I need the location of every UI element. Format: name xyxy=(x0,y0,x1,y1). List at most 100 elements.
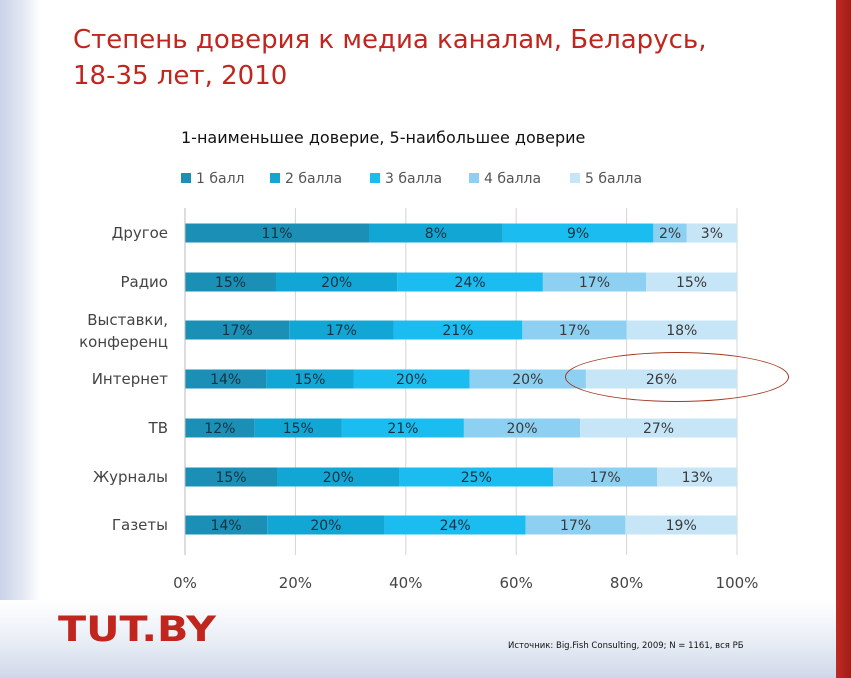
bar-segment xyxy=(289,320,394,340)
tutby-logo-text: TUT.BY xyxy=(58,610,217,648)
bar-value-label: 3% xyxy=(701,226,723,242)
bar-segment xyxy=(275,272,398,292)
bar-segment xyxy=(353,369,470,389)
bar-segment xyxy=(185,369,267,389)
bar-segment xyxy=(686,223,737,243)
bar-segment xyxy=(525,515,626,535)
bar-value-label: 20% xyxy=(323,470,354,486)
bar-segment xyxy=(341,418,464,438)
bar-value-label: 15% xyxy=(283,421,314,437)
legend-label: 3 балла xyxy=(385,171,442,187)
bar-segment xyxy=(580,418,737,438)
bar-segment xyxy=(185,418,255,438)
slide-title: Степень доверия к медиа каналам, Беларус… xyxy=(73,22,813,94)
legend-label: 2 балла xyxy=(285,171,342,187)
bar-segment xyxy=(463,418,581,438)
bar-segment xyxy=(653,223,687,243)
legend-label: 4 балла xyxy=(484,171,541,187)
bar-segment xyxy=(277,467,400,487)
category-label: конференц xyxy=(79,333,168,351)
bar-segment xyxy=(625,515,737,535)
right-decor-strip xyxy=(836,0,851,678)
category-label: Другое xyxy=(112,224,168,242)
bar-value-label: 15% xyxy=(294,372,325,388)
bar-value-label: 17% xyxy=(222,323,253,339)
legend-swatch xyxy=(270,173,280,183)
x-tick-label: 40% xyxy=(389,574,422,592)
category-label: Радио xyxy=(120,273,168,291)
bar-segment xyxy=(646,272,737,292)
bar-segment xyxy=(185,320,290,340)
bar-value-label: 15% xyxy=(215,470,246,486)
bar-segment xyxy=(542,272,647,292)
tutby-logo: TUT.BY xyxy=(58,610,217,648)
bar-segment xyxy=(185,272,276,292)
category-label: Интернет xyxy=(92,370,169,388)
x-tick-label: 20% xyxy=(279,574,312,592)
bar-value-label: 17% xyxy=(326,323,357,339)
bar-value-label: 21% xyxy=(387,421,418,437)
bar-value-label: 13% xyxy=(682,470,713,486)
bar-segment xyxy=(469,369,586,389)
bar-value-label: 11% xyxy=(261,226,292,242)
bar-segment xyxy=(185,223,369,243)
bar-segment xyxy=(397,272,543,292)
bar-value-label: 27% xyxy=(643,421,674,437)
bar-value-label: 20% xyxy=(310,518,341,534)
x-tick-label: 0% xyxy=(173,574,197,592)
bar-value-label: 17% xyxy=(590,470,621,486)
bar-value-label: 14% xyxy=(211,518,242,534)
bar-value-label: 19% xyxy=(666,518,697,534)
slide-title-line2: 18-35 лет, 2010 xyxy=(73,61,288,91)
bottom-decor-band xyxy=(0,600,836,678)
bar-value-label: 14% xyxy=(210,372,241,388)
stacked-bar-chart: 0% 20% 40% 60% 80% 100% 1 балл 2 балла 3 балла 4 … xyxy=(79,171,759,592)
bar-segment xyxy=(657,467,737,487)
bar-value-label: 2% xyxy=(659,226,681,242)
x-tick-label: 100% xyxy=(716,574,759,592)
chart-title: 1-наименьшее доверие, 5-наибольшее довер… xyxy=(181,128,586,147)
category-label: Газеты xyxy=(112,516,168,534)
bar-value-label: 24% xyxy=(440,518,471,534)
bar-segment xyxy=(393,320,523,340)
bar-segment xyxy=(254,418,342,438)
bar-value-label: 18% xyxy=(666,323,697,339)
bar-value-label: 20% xyxy=(321,275,352,291)
legend-swatch xyxy=(570,173,580,183)
legend-label: 5 балла xyxy=(585,171,642,187)
x-tick-label: 80% xyxy=(610,574,643,592)
bar-value-label: 17% xyxy=(560,518,591,534)
legend-swatch xyxy=(370,173,380,183)
bar-segment xyxy=(553,467,658,487)
category-label: Выставки, xyxy=(87,311,168,329)
bar-segment xyxy=(267,515,385,535)
bar-value-label: 20% xyxy=(512,372,543,388)
bar-value-label: 20% xyxy=(396,372,427,388)
bar-segment xyxy=(399,467,553,487)
source-note: Источник: Big.Fish Consulting, 2009; N =… xyxy=(508,641,744,651)
bar-value-label: 20% xyxy=(506,421,537,437)
slide-title-line1: Степень доверия к медиа каналам, Беларус… xyxy=(73,25,707,55)
left-decor-strip xyxy=(0,0,40,678)
category-label: Журналы xyxy=(93,468,168,486)
bar-segment xyxy=(266,369,354,389)
bar-segment xyxy=(522,320,627,340)
bar-value-label: 9% xyxy=(567,226,589,242)
bar-value-label: 21% xyxy=(442,323,473,339)
bar-segment xyxy=(626,320,737,340)
category-label: ТВ xyxy=(148,419,168,437)
bar-value-label: 17% xyxy=(559,323,590,339)
bar-segment xyxy=(384,515,526,535)
legend-label: 1 балл xyxy=(196,171,244,187)
bar-segment xyxy=(502,223,654,243)
bar-segment xyxy=(185,467,277,487)
bar-segment xyxy=(185,515,268,535)
bar-segment xyxy=(369,223,503,243)
bar-value-label: 15% xyxy=(676,275,707,291)
bar-value-label: 12% xyxy=(204,421,235,437)
highlight-ellipse xyxy=(565,352,789,402)
legend-swatch xyxy=(469,173,479,183)
legend-swatch xyxy=(181,173,191,183)
bar-value-label: 15% xyxy=(215,275,246,291)
bar-value-label: 8% xyxy=(425,226,447,242)
